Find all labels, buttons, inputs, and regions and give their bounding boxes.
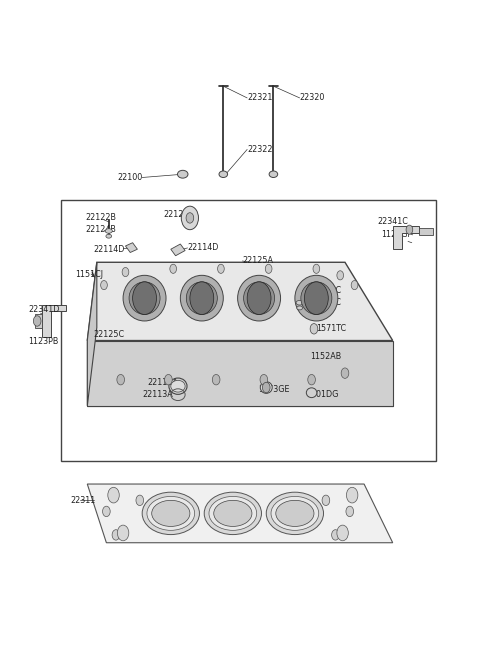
Ellipse shape xyxy=(297,306,302,310)
Circle shape xyxy=(103,506,110,517)
Circle shape xyxy=(217,264,224,273)
Circle shape xyxy=(263,383,270,393)
Ellipse shape xyxy=(214,500,252,527)
Ellipse shape xyxy=(301,282,332,314)
Circle shape xyxy=(332,530,339,540)
Polygon shape xyxy=(419,229,433,235)
Text: 1601DG: 1601DG xyxy=(306,390,338,398)
Circle shape xyxy=(112,530,120,540)
Circle shape xyxy=(117,375,124,385)
Text: 22124B: 22124B xyxy=(85,225,116,234)
Circle shape xyxy=(117,525,129,541)
Circle shape xyxy=(190,282,214,314)
Ellipse shape xyxy=(123,275,166,321)
Text: 22100: 22100 xyxy=(117,173,142,182)
Circle shape xyxy=(346,506,354,517)
Polygon shape xyxy=(125,243,137,252)
Circle shape xyxy=(212,375,220,385)
Ellipse shape xyxy=(105,229,112,233)
Text: 1571TC: 1571TC xyxy=(316,324,347,333)
Text: 22321: 22321 xyxy=(247,94,273,102)
Circle shape xyxy=(165,375,172,385)
Ellipse shape xyxy=(180,275,223,321)
Ellipse shape xyxy=(129,282,160,314)
Ellipse shape xyxy=(243,282,275,314)
Ellipse shape xyxy=(142,492,199,534)
Ellipse shape xyxy=(260,382,272,394)
Text: 22129: 22129 xyxy=(164,210,189,219)
Circle shape xyxy=(341,368,349,379)
Text: 22341C: 22341C xyxy=(377,217,408,227)
Text: 22341D: 22341D xyxy=(29,305,60,314)
Text: 22113A: 22113A xyxy=(142,390,173,399)
Polygon shape xyxy=(87,262,97,405)
Ellipse shape xyxy=(106,234,112,238)
Circle shape xyxy=(337,525,348,541)
Circle shape xyxy=(313,264,320,273)
Text: 1125GF: 1125GF xyxy=(381,230,412,238)
Text: 1151CJ: 1151CJ xyxy=(75,269,103,278)
FancyBboxPatch shape xyxy=(61,200,436,461)
Text: 22112A: 22112A xyxy=(147,379,178,388)
Ellipse shape xyxy=(271,496,319,531)
Polygon shape xyxy=(87,341,393,405)
Polygon shape xyxy=(87,484,393,543)
Ellipse shape xyxy=(238,275,281,321)
Ellipse shape xyxy=(147,496,195,531)
Circle shape xyxy=(351,280,358,290)
Circle shape xyxy=(170,264,177,273)
Ellipse shape xyxy=(295,275,338,321)
Ellipse shape xyxy=(269,171,278,178)
Circle shape xyxy=(136,495,144,506)
Text: 22320: 22320 xyxy=(300,94,325,102)
Circle shape xyxy=(260,375,268,385)
Text: 22125A: 22125A xyxy=(242,257,274,265)
Text: 22125C: 22125C xyxy=(93,329,124,339)
Ellipse shape xyxy=(204,492,262,534)
Ellipse shape xyxy=(219,171,228,178)
Text: 1152AB: 1152AB xyxy=(311,352,342,362)
Ellipse shape xyxy=(209,496,257,531)
Circle shape xyxy=(406,225,413,234)
Text: 1123PB: 1123PB xyxy=(29,337,59,346)
Circle shape xyxy=(265,264,272,273)
Text: 22122C: 22122C xyxy=(311,286,342,295)
Polygon shape xyxy=(87,262,393,341)
Circle shape xyxy=(34,316,41,326)
Polygon shape xyxy=(35,314,42,328)
Circle shape xyxy=(308,375,315,385)
Text: 22114D: 22114D xyxy=(188,244,219,252)
Circle shape xyxy=(186,213,194,223)
Ellipse shape xyxy=(296,301,303,305)
Circle shape xyxy=(304,282,328,314)
Text: 22122B: 22122B xyxy=(85,214,116,223)
Circle shape xyxy=(122,267,129,276)
Circle shape xyxy=(347,487,358,503)
Circle shape xyxy=(108,487,119,503)
Polygon shape xyxy=(42,305,66,337)
Circle shape xyxy=(310,324,318,334)
Circle shape xyxy=(101,280,108,290)
Circle shape xyxy=(181,206,199,230)
Ellipse shape xyxy=(152,500,190,527)
Ellipse shape xyxy=(186,282,217,314)
Text: 22322: 22322 xyxy=(247,145,273,154)
Circle shape xyxy=(337,271,344,280)
Text: 22311: 22311 xyxy=(71,496,96,505)
Ellipse shape xyxy=(276,500,314,527)
Text: 22124C: 22124C xyxy=(311,298,342,307)
Ellipse shape xyxy=(306,388,317,398)
Polygon shape xyxy=(171,244,185,255)
Polygon shape xyxy=(393,227,419,250)
Text: 1573GE: 1573GE xyxy=(258,385,289,394)
Circle shape xyxy=(322,495,330,506)
Circle shape xyxy=(247,282,271,314)
Ellipse shape xyxy=(266,492,324,534)
Ellipse shape xyxy=(178,170,188,178)
Circle shape xyxy=(132,282,156,314)
Text: 22114D: 22114D xyxy=(93,245,124,253)
Ellipse shape xyxy=(171,381,185,392)
